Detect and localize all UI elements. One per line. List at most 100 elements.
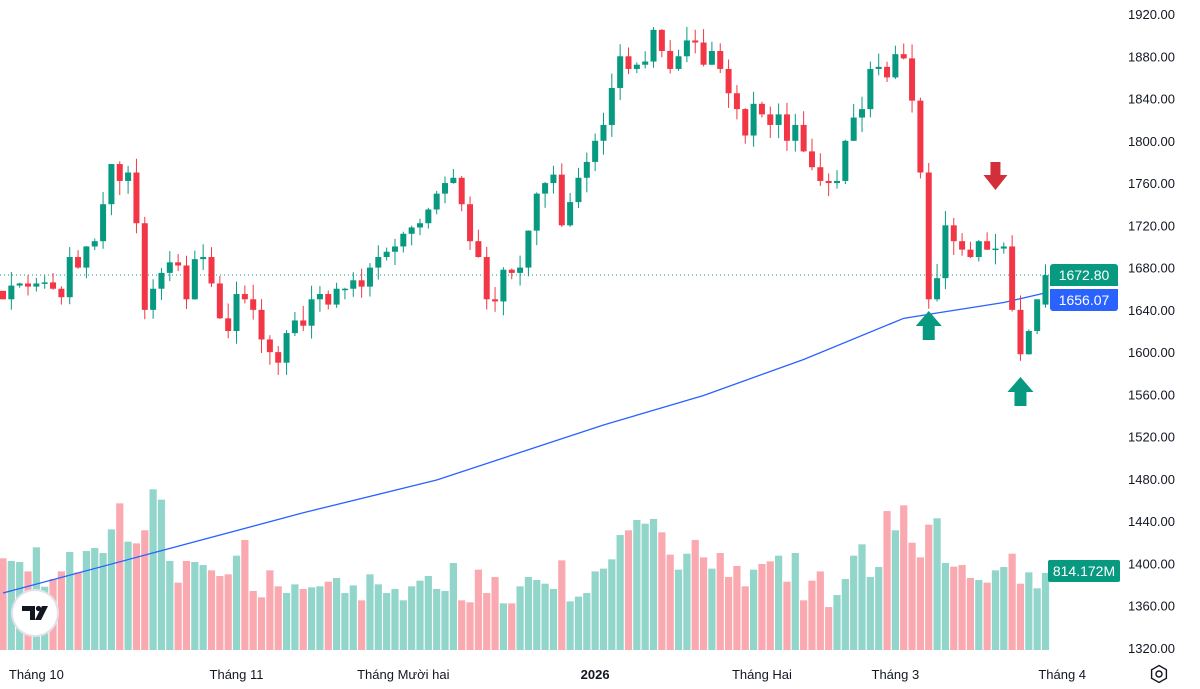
volume-bar [408,586,416,650]
time-tick-label: Tháng 4 [1038,667,1086,682]
candle [975,239,982,262]
volume-bar [416,580,424,650]
candle [800,111,807,153]
price-tick-label: 1640.00 [1128,303,1175,318]
volume-bar [316,586,324,650]
candle-body [950,225,957,242]
candle [433,190,440,215]
candle [1034,299,1041,335]
volume-bar [666,554,674,650]
tradingview-logo[interactable] [13,591,57,635]
candle-body [158,272,165,289]
candle [650,27,657,68]
volume-bar [541,583,549,650]
volume-bar [1000,567,1008,650]
candle [625,47,632,75]
candle [909,44,916,113]
volume-bar [207,570,216,650]
candle-body [116,164,123,181]
volume-bar [166,560,174,650]
candle [166,251,173,282]
volume-bar [791,553,799,650]
price-axis[interactable]: 1920.00 1880.00 1840.00 1800.00 1760.00 1720.… [1128,7,1175,656]
candle [508,268,515,280]
candle [316,286,323,312]
candle-body [383,251,390,258]
candle [558,163,565,227]
candle-body [767,114,774,125]
volume-bar [324,581,332,650]
candle [942,211,949,290]
candle-body [884,66,891,78]
volume-bar [816,571,824,650]
candle-body [775,114,782,125]
volume-bar [191,562,199,650]
time-axis[interactable]: Tháng 10 Tháng 11 Tháng Mười hai 2026 Tháng … [9,667,1086,682]
candle [700,29,707,67]
volume-bar [599,568,608,650]
time-tick-label: Tháng 11 [210,667,264,682]
candle-body [283,333,290,363]
candle-body [834,180,840,184]
candle [50,273,57,290]
volume-bar [991,570,1000,650]
volume-bar [533,579,541,650]
candle [834,170,840,189]
volume-bar [307,587,316,650]
candle [308,285,315,339]
candle-body [608,87,615,125]
candle-body [150,288,157,310]
candle [1009,235,1016,312]
candle [483,246,490,310]
candle-body [1025,331,1032,355]
candle [16,282,23,288]
candle-body [0,290,6,300]
volume-bar [474,569,482,650]
candle-body [433,193,440,210]
candle [925,163,932,309]
volume-bar [658,532,666,650]
candle [567,193,574,227]
candle [984,232,991,251]
volume-bar [449,562,457,650]
candle-body [75,257,82,268]
volume-bar [0,558,7,650]
candle [658,29,665,58]
candle-body [166,262,173,273]
volume-bar [124,541,132,650]
candle [141,216,148,320]
candle-body [717,50,724,69]
volume-bar [733,565,741,650]
candle-body [483,257,490,300]
candle [825,173,832,197]
candle-body [633,64,640,69]
candle-body [91,241,98,247]
volume-bar [1041,572,1050,650]
volume-bar [800,600,808,650]
candle-body [750,103,757,136]
candle [150,279,157,319]
candle [341,287,348,300]
candle-body [667,50,674,69]
tradingview-logo-icon [22,605,48,620]
candle-body [683,40,690,57]
candle-body [692,40,699,43]
candle-body [341,288,348,291]
candle-body [508,269,515,273]
candles [0,26,1049,375]
volume-bar [808,580,816,650]
candle [333,282,340,308]
candle [325,290,332,310]
volume-bar [1033,588,1041,650]
candle-body [108,164,115,205]
candle [633,62,640,74]
settings-gear-icon[interactable] [1148,663,1170,685]
candle-body [467,204,474,242]
candle-body [708,50,715,65]
volume-bar [524,576,533,650]
candle-body [984,241,991,250]
candle-body [216,283,223,319]
volume-bar [716,553,724,650]
candle [383,247,390,261]
